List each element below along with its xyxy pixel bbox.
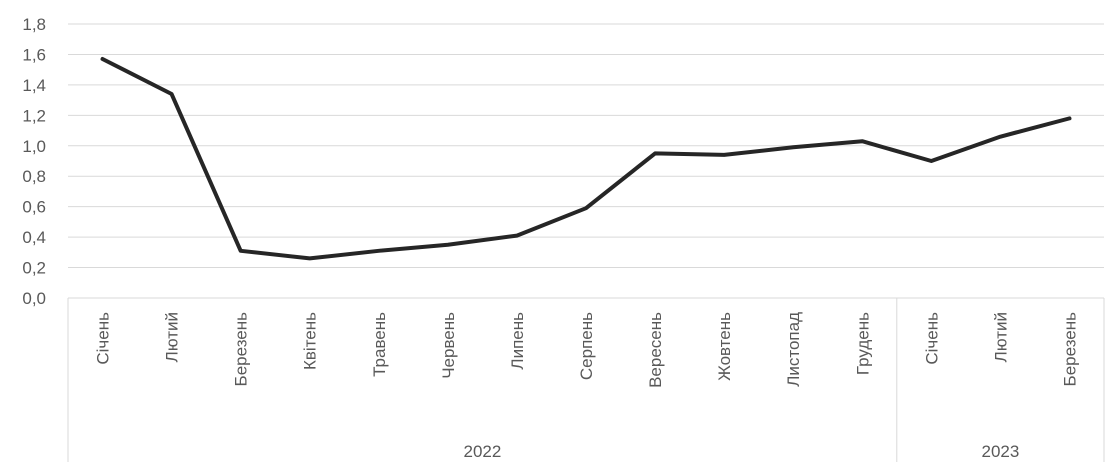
y-tick-label: 0,6 [22,198,46,217]
x-tick-label: Листопад [784,312,803,387]
y-tick-label: 1,2 [22,106,46,125]
data-point [239,249,243,253]
data-point [308,256,312,260]
x-tick-label: Липень [508,312,527,370]
year-labels: 2022 2023 [463,442,1019,461]
y-tick-label: 1,6 [22,45,46,64]
category-labels: Січень Лютий Березень Квітень Травень Червень… [94,312,1080,388]
x-axis [67,297,1105,462]
y-tick-label: 0,8 [22,167,46,186]
x-tick-label: Лютий [163,312,182,362]
x-tick-label: Серпень [577,312,596,380]
y-tick-label: 0,0 [22,289,46,308]
x-tick-label: Березень [1060,312,1079,387]
y-tick-label: 1,0 [22,137,46,156]
data-point [722,153,726,157]
data-point [446,243,450,247]
x-tick-label: Червень [439,312,458,379]
data-point [101,57,105,61]
y-tick-label: 1,4 [22,76,46,95]
data-point [377,249,381,253]
data-point [170,92,174,96]
data-point [929,159,933,163]
y-tick-label: 0,2 [22,259,46,278]
data-point [998,135,1002,139]
x-tick-label: Січень [922,312,941,365]
y-tick-label: 1,8 [22,15,46,34]
year-label: 2022 [463,442,501,461]
y-axis-ticks: 0,0 0,2 0,4 0,6 0,8 1,0 1,2 1,4 1,6 1,8 [22,15,46,308]
data-point [860,139,864,143]
x-tick-label: Березень [232,312,251,387]
x-tick-label: Січень [94,312,113,365]
x-tick-label: Травень [370,312,389,377]
year-label: 2023 [981,442,1019,461]
x-tick-label: Квітень [301,312,320,370]
series-line [100,57,1072,261]
data-point [515,234,519,238]
x-tick-label: Грудень [853,312,872,375]
data-point [653,151,657,155]
gridlines [68,23,1104,269]
x-tick-label: Жовтень [715,312,734,381]
y-tick-label: 0,4 [22,228,46,247]
series-lines [100,57,1072,261]
x-tick-label: Лютий [991,312,1010,362]
data-point [1067,116,1071,120]
data-point [791,145,795,149]
data-point [584,206,588,210]
x-tick-label: Вересень [646,312,665,388]
